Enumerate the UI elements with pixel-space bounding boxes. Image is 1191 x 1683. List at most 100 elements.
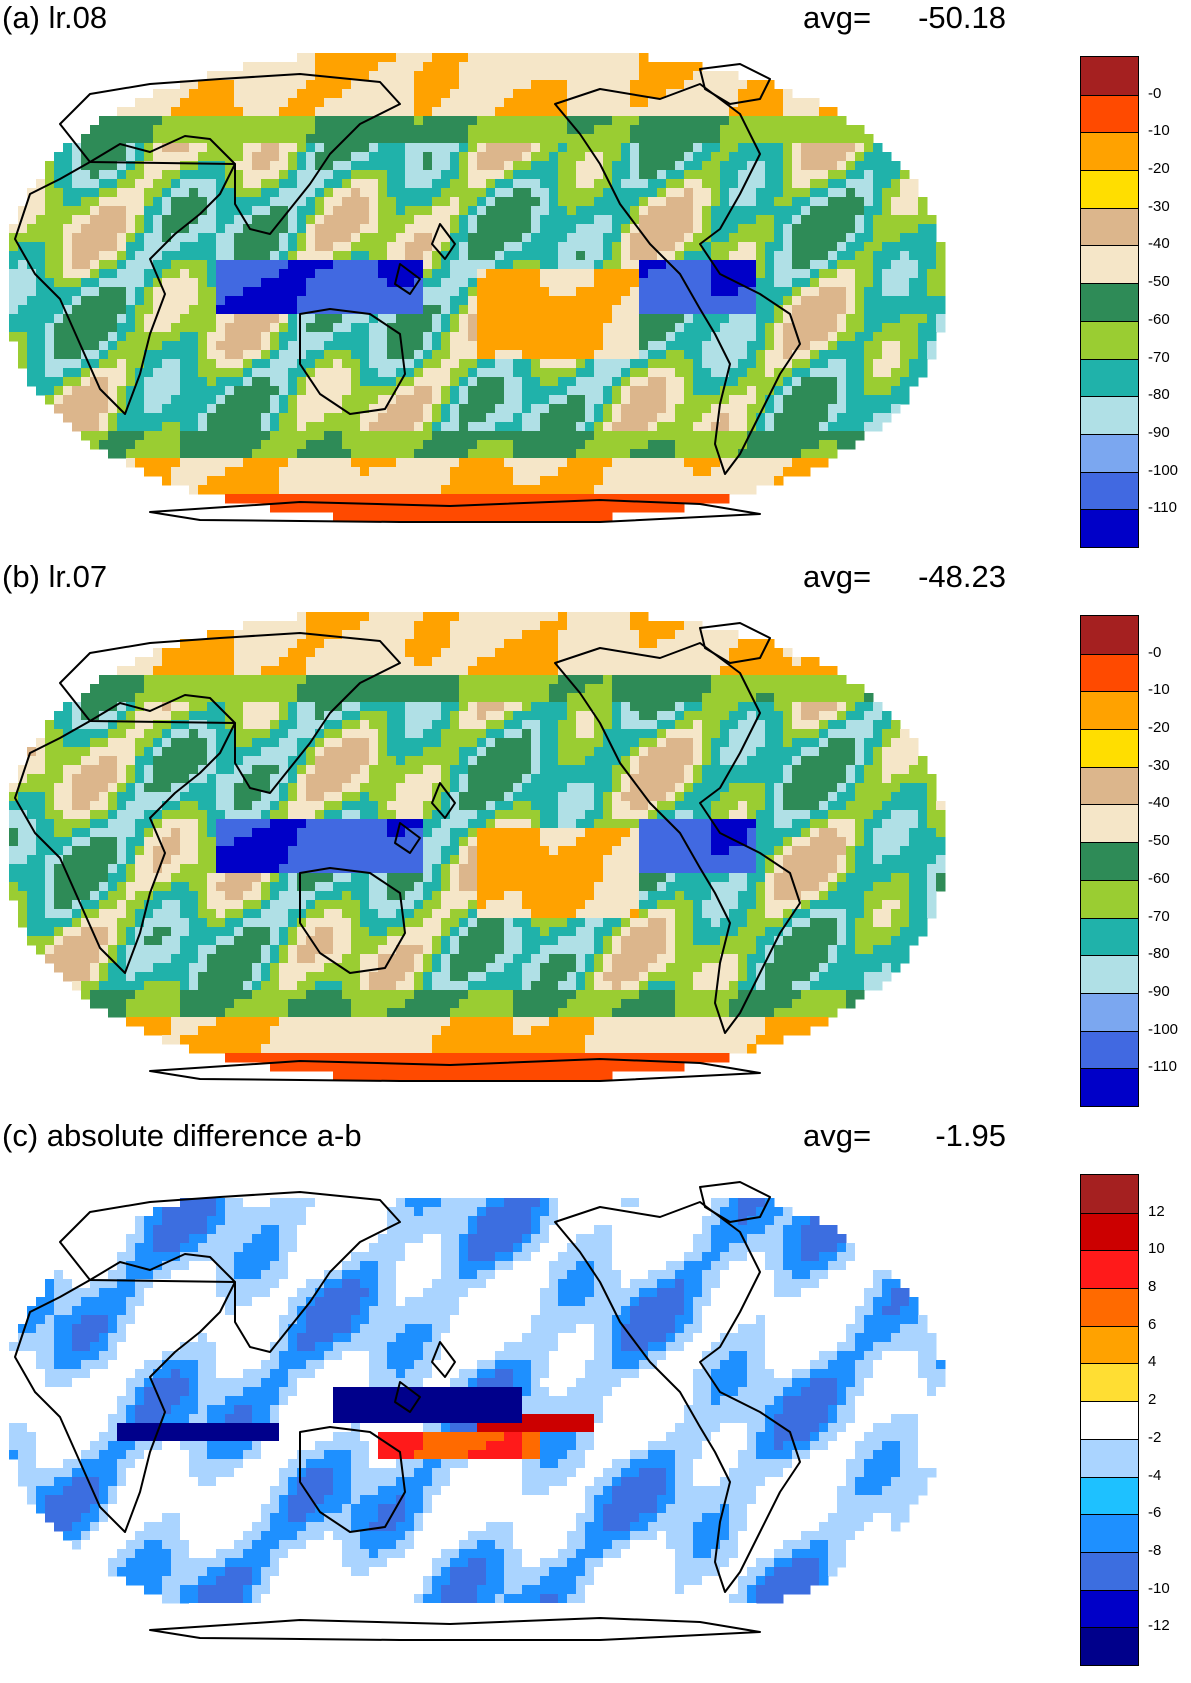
field-cell [486,215,496,225]
field-cell [477,296,487,306]
field-cell [558,467,568,477]
field-cell [585,233,595,243]
field-cell [486,458,496,468]
field-cell [558,485,568,495]
field-cell [414,134,424,144]
field-cell [873,269,883,279]
field-cell [387,305,397,315]
field-cell [81,170,91,180]
field-cell [189,476,199,486]
field-cell [837,413,847,423]
field-cell [468,278,478,288]
field-cell [513,422,523,432]
field-cell [459,269,469,279]
field-cell [180,98,190,108]
field-cell [594,621,604,631]
field-cell [477,260,487,270]
field-cell [864,242,874,252]
field-cell [225,98,235,108]
field-cell [765,224,775,234]
field-cell [729,323,739,333]
field-cell [918,323,928,333]
field-cell [369,440,379,450]
field-cell [315,440,325,450]
field-cell [873,143,883,153]
field-cell [387,485,397,495]
field-cell [621,449,631,459]
field-cell [153,125,163,135]
field-cell [243,71,253,81]
field-cell [720,431,730,441]
field-cell [432,648,442,658]
field-cell [225,260,235,270]
field-cell [126,260,136,270]
field-cell [459,224,469,234]
field-cell [216,395,226,405]
field-cell [315,359,325,369]
field-cell [846,188,856,198]
field-cell [216,666,226,676]
field-cell [288,476,298,486]
field-cell [666,71,676,81]
field-cell [135,666,145,676]
field-cell [504,143,514,153]
field-cell [63,377,73,387]
field-cell [747,440,757,450]
field-cell [342,431,352,441]
field-cell [720,116,730,126]
field-cell [585,71,595,81]
field-cell [423,233,433,243]
field-cell [558,89,568,99]
field-cell [351,386,361,396]
field-cell [549,630,559,640]
field-cell [207,233,217,243]
field-cell [567,368,577,378]
field-cell [513,395,523,405]
field-cell [306,458,316,468]
field-cell [324,467,334,477]
field-cell [117,440,127,450]
field-cell [603,431,613,441]
field-cell [369,657,379,667]
field-cell [819,260,829,270]
field-cell [630,431,640,441]
field-cell [333,80,343,90]
field-cell [315,89,325,99]
field-cell [63,143,73,153]
field-cell [171,260,181,270]
field-cell [576,332,586,342]
field-cell [342,62,352,72]
field-cell [765,404,775,414]
field-cell [891,224,901,234]
field-cell [603,332,613,342]
field-cell [72,278,82,288]
field-cell [261,287,271,297]
field-cell [549,89,559,99]
field-cell [531,431,541,441]
field-cell [486,305,496,315]
field-cell [216,422,226,432]
field-cell [486,134,496,144]
field-cell [360,449,370,459]
field-cell [306,152,316,162]
field-cell [324,341,334,351]
field-cell [648,458,658,468]
field-cell [549,296,559,306]
field-cell [252,350,262,360]
field-cell [504,215,514,225]
field-cell [279,305,289,315]
field-cell [585,125,595,135]
field-cell [333,89,343,99]
field-cell [504,386,514,396]
field-cell [414,639,424,649]
field-cell [675,251,685,261]
field-cell [531,125,541,135]
field-cell [927,251,937,261]
field-cell [567,422,577,432]
field-cell [486,206,496,216]
field-cell [171,368,181,378]
field-cell [837,206,847,216]
field-cell [558,80,568,90]
field-cell [351,359,361,369]
field-cell [720,170,730,180]
